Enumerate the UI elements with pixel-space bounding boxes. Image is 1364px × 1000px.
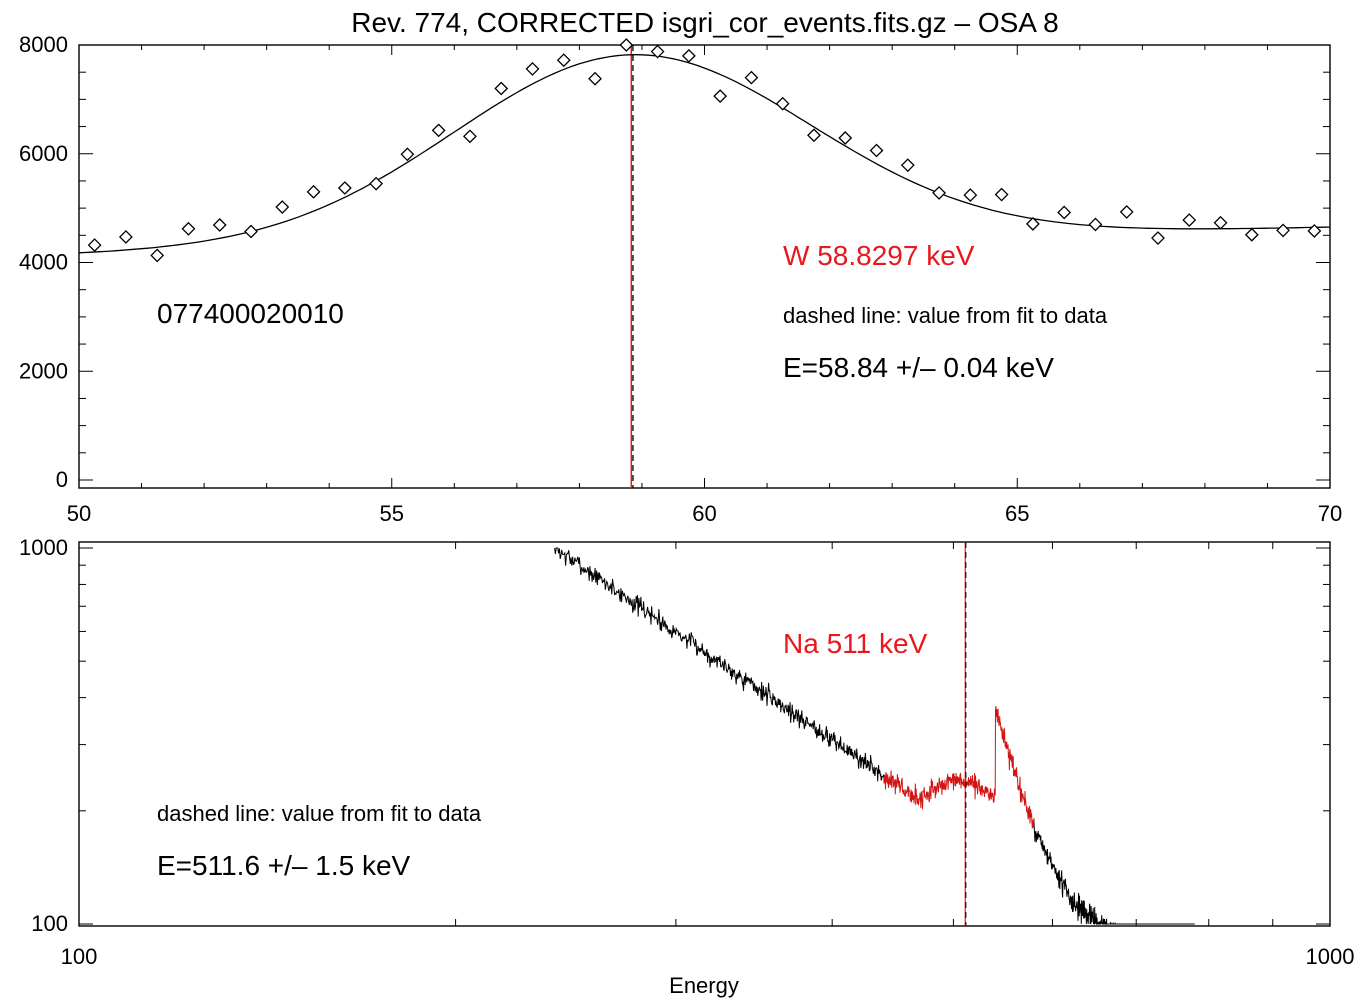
y-tick-label: 6000 — [19, 141, 68, 166]
data-point — [87, 238, 102, 253]
x-tick-label: 1000 — [1306, 944, 1355, 969]
data-point — [1244, 227, 1259, 242]
y-tick-label: 4000 — [19, 250, 68, 275]
fit-note: dashed line: value from fit to data — [783, 303, 1108, 328]
spectrum-line — [554, 547, 1195, 926]
data-point — [744, 70, 759, 85]
bottom-panel-tick-labels: 100 1000 100 1000 — [19, 535, 1354, 969]
data-point — [181, 221, 196, 236]
data-point — [463, 129, 477, 144]
data-point — [900, 158, 915, 173]
data-point — [118, 230, 133, 244]
data-point — [713, 89, 728, 104]
gaussian-fit-curve — [78, 54, 1331, 254]
fit-region-line — [883, 706, 1035, 829]
x-tick-label: 70 — [1318, 501, 1342, 526]
data-point — [838, 131, 853, 145]
data-point — [337, 181, 352, 195]
top-panel: 50 55 60 65 70 0 2000 4000 6000 8000 077400020010… — [19, 32, 1342, 526]
data-point — [275, 200, 290, 214]
top-panel-ticks — [78, 44, 1331, 488]
x-tick-label: 65 — [1005, 501, 1029, 526]
data-point — [1276, 223, 1291, 238]
data-point — [1307, 224, 1322, 238]
data-point — [994, 187, 1009, 202]
data-point — [212, 218, 227, 232]
data-point — [869, 143, 884, 158]
data-point — [650, 44, 665, 59]
data-point — [244, 224, 258, 239]
x-axis-label: Energy — [669, 973, 739, 998]
top-panel-tick-labels: 50 55 60 65 70 0 2000 4000 6000 8000 — [19, 32, 1342, 526]
line-label: Na 511 keV — [783, 628, 928, 659]
x-tick-label: 60 — [692, 501, 716, 526]
data-point — [525, 62, 540, 76]
x-tick-label: 55 — [380, 501, 404, 526]
data-point — [588, 71, 602, 86]
data-point — [1119, 205, 1134, 219]
data-point — [681, 48, 696, 63]
data-point — [494, 81, 509, 96]
y-tick-label: 2000 — [19, 358, 68, 383]
data-point — [775, 96, 790, 111]
data-point — [963, 188, 978, 202]
data-points — [87, 38, 1322, 263]
x-tick-label: 100 — [61, 944, 98, 969]
data-point — [1213, 215, 1228, 230]
top-plot-frame — [78, 44, 1331, 489]
y-tick-label: 1000 — [19, 535, 68, 560]
observation-id: 077400020010 — [157, 298, 344, 329]
bottom-plot-frame — [78, 541, 1331, 927]
data-point — [1151, 231, 1165, 245]
data-point — [400, 147, 415, 162]
data-point — [807, 128, 821, 143]
y-tick-label: 100 — [31, 911, 68, 936]
y-tick-label: 0 — [56, 467, 68, 492]
bottom-panel-ticks — [78, 542, 1331, 926]
bottom-panel: 100 1000 100 1000 Na 511 keV dashed line: v… — [19, 535, 1354, 998]
x-tick-label: 50 — [67, 501, 91, 526]
chart-title: Rev. 774, CORRECTED isgri_cor_events.fit… — [351, 7, 1059, 38]
data-point — [1057, 205, 1072, 220]
y-tick-label: 8000 — [19, 32, 68, 57]
data-point — [306, 184, 321, 199]
fit-note: dashed line: value from fit to data — [157, 801, 482, 826]
fit-result: E=511.6 +/– 1.5 keV — [157, 850, 411, 881]
data-point — [556, 53, 571, 68]
data-point — [150, 248, 165, 263]
data-point — [431, 123, 446, 138]
data-point — [1088, 217, 1103, 232]
fit-result: E=58.84 +/– 0.04 keV — [783, 352, 1054, 383]
data-point — [619, 38, 634, 52]
data-point — [932, 185, 946, 200]
data-point — [1025, 216, 1040, 231]
data-point — [1182, 213, 1197, 228]
data-point — [369, 176, 384, 191]
line-label: W 58.8297 keV — [783, 240, 975, 271]
